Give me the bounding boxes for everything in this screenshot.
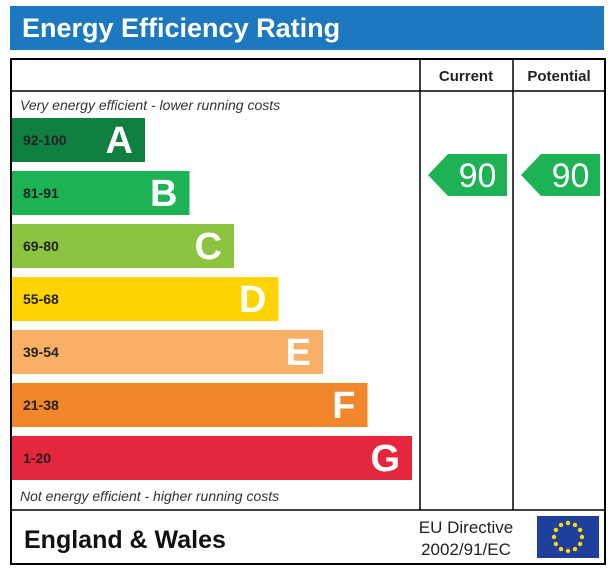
directive-line-1: EU Directive (419, 518, 513, 537)
potential-rating-arrow (521, 154, 600, 196)
band-e-bar (12, 330, 323, 374)
band-d-bar (12, 277, 279, 321)
eu-flag-star (551, 534, 557, 540)
current-rating-arrow (428, 154, 507, 196)
eu-flag-star (577, 541, 583, 547)
eu-flag-star (577, 527, 583, 533)
eu-flag-icon (537, 516, 599, 558)
band-d-range: 55-68 (23, 291, 59, 307)
potential-column-header: Potential (527, 68, 590, 85)
eu-flag-star (579, 534, 585, 540)
band-e-letter: E (286, 332, 311, 374)
band-b-letter: B (150, 173, 177, 215)
directive-line-2: 2002/91/EC (421, 540, 511, 559)
band-a-range: 92-100 (23, 132, 67, 148)
band-b-bar (12, 171, 190, 215)
top-note: Very energy efficient - lower running co… (20, 97, 280, 113)
band-d-letter: D (239, 279, 266, 321)
band-c-bar (12, 224, 234, 268)
band-g-bar (12, 436, 412, 480)
band-g-range: 1-20 (23, 450, 51, 466)
region-label: England & Wales (24, 526, 226, 554)
eu-flag-star (558, 522, 564, 528)
header-bar: Energy Efficiency Rating (10, 6, 604, 50)
page-title: Energy Efficiency Rating (22, 13, 341, 43)
eu-flag-star (565, 548, 571, 554)
band-c-letter: C (195, 226, 222, 268)
eu-flag-star (553, 527, 559, 533)
band-g-letter: G (370, 438, 400, 480)
bottom-note: Not energy efficient - higher running co… (20, 488, 279, 504)
band-f-bar (12, 383, 368, 427)
band-e-range: 39-54 (23, 344, 59, 360)
chart-border (10, 58, 606, 565)
eu-flag-star (572, 546, 578, 552)
band-f-range: 21-38 (23, 397, 59, 413)
band-a-letter: A (106, 120, 133, 162)
eu-flag-star (558, 546, 564, 552)
eu-flag-star (572, 522, 578, 528)
current-column-header: Current (439, 68, 493, 85)
band-b-range: 81-91 (23, 185, 59, 201)
band-a-bar (12, 118, 145, 162)
current-rating-value: 90 (459, 157, 497, 195)
band-c-range: 69-80 (23, 238, 59, 254)
potential-rating-value: 90 (552, 157, 590, 195)
eu-flag-star (553, 541, 559, 547)
band-f-letter: F (332, 385, 355, 427)
eu-flag-star (565, 520, 571, 526)
rating-bands: 92-100 A 81-91 B 69-80 C 55-68 D 39-54 E 21-38 F 1-2… (12, 118, 412, 480)
rating-indicators: 90 90 (428, 154, 600, 196)
